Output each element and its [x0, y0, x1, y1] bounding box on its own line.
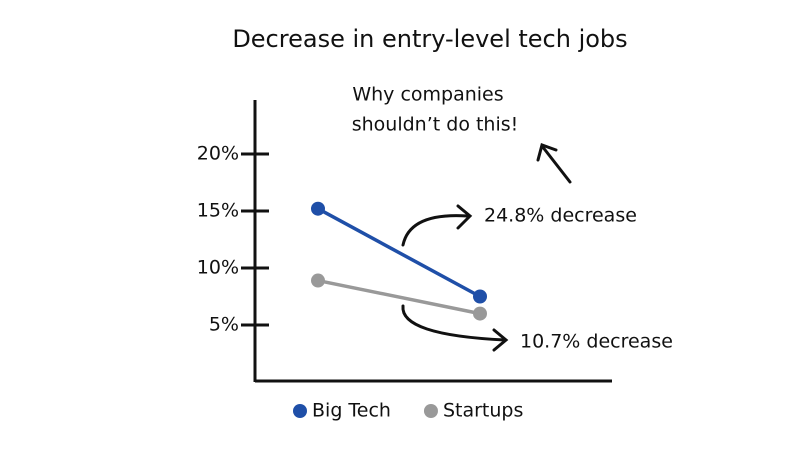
arrow [401, 214, 470, 247]
y-tick-label: 15% [197, 200, 239, 222]
point [311, 273, 325, 288]
arrow-head [536, 143, 558, 162]
line [317, 207, 481, 299]
arrow-head [492, 328, 509, 352]
legend-marker [293, 404, 307, 418]
legend-label: Startups [443, 400, 523, 422]
annotation: shouldn’t do this! [352, 114, 519, 136]
point [473, 306, 487, 321]
arrow [540, 144, 572, 184]
y-tick-label: 5% [209, 314, 239, 336]
y-tick-label: 20% [197, 143, 239, 165]
legend-marker [423, 404, 438, 418]
arrows [401, 143, 572, 352]
line [317, 278, 481, 316]
legend-label: Big Tech [312, 400, 391, 422]
annotation: Why companies [352, 84, 503, 106]
arrow-head [456, 204, 473, 230]
annotation: 10.7% decrease [520, 331, 673, 353]
annotation: 24.8% decrease [484, 205, 637, 227]
chart-title: Decrease in entry-level tech jobs [232, 25, 627, 53]
y-tick-label: 10% [197, 257, 239, 279]
point [473, 289, 487, 304]
arrow [401, 304, 507, 342]
point [311, 201, 325, 216]
